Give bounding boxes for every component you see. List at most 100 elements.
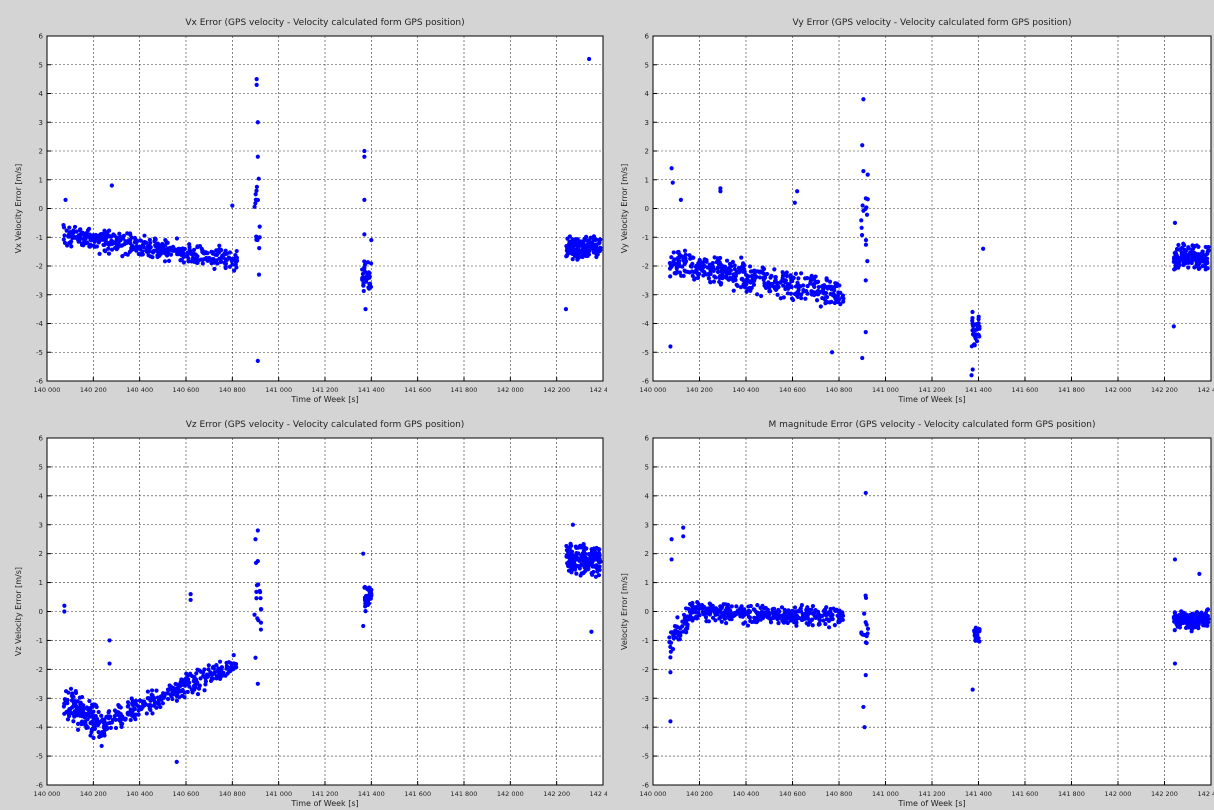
y-tick-label: 6: [645, 435, 650, 443]
data-point: [221, 673, 227, 678]
data-point: [201, 257, 206, 262]
data-point: [759, 613, 764, 618]
data-point: [186, 256, 191, 261]
data-point: [1185, 622, 1190, 628]
data-point: [93, 236, 98, 241]
data-point: [715, 266, 720, 271]
data-point: [92, 239, 97, 244]
x-axis-label: Time of Week [s]: [290, 799, 358, 808]
data-point: [92, 244, 97, 249]
data-point: [1171, 259, 1176, 264]
data-point: [574, 554, 579, 560]
x-tick-label: 142 400: [1198, 386, 1214, 394]
data-point: [797, 284, 802, 289]
y-tick-label: -5: [36, 349, 43, 357]
data-point: [725, 270, 731, 275]
data-point: [687, 270, 692, 275]
data-point: [223, 257, 228, 262]
data-point: [864, 622, 869, 627]
data-point: [815, 280, 820, 285]
y-tick-label: 0: [645, 608, 649, 616]
data-point: [231, 653, 236, 658]
data-point: [1196, 266, 1201, 271]
data-point: [106, 709, 112, 714]
data-point: [865, 197, 870, 202]
data-point: [69, 244, 74, 249]
chart-title: Vx Error (GPS velocity - Velocity calcul…: [185, 18, 464, 28]
y-tick-label: 5: [645, 61, 649, 69]
data-point: [718, 186, 723, 191]
data-point: [569, 243, 574, 248]
data-point: [780, 618, 785, 623]
data-point: [96, 233, 101, 238]
y-tick-label: 6: [645, 33, 650, 41]
data-point: [735, 611, 740, 616]
x-tick-label: 141 200: [919, 790, 946, 798]
data-point: [690, 255, 695, 260]
data-point: [82, 233, 87, 238]
data-point: [668, 344, 673, 349]
data-point: [681, 257, 686, 262]
data-point: [96, 709, 101, 715]
data-point: [175, 692, 180, 697]
x-tick-label: 142 000: [497, 386, 524, 394]
data-point: [712, 255, 717, 260]
data-point: [836, 620, 841, 625]
data-point: [977, 326, 982, 331]
data-point: [258, 596, 263, 601]
data-point: [672, 261, 678, 267]
x-tick-label: 142 400: [590, 790, 617, 798]
data-point: [62, 233, 67, 238]
data-point: [677, 252, 682, 257]
data-point: [718, 255, 723, 261]
data-point: [142, 233, 147, 238]
data-point: [253, 537, 258, 542]
data-point: [1179, 245, 1185, 250]
data-point: [190, 690, 195, 695]
data-point: [971, 331, 977, 337]
data-point: [729, 617, 734, 622]
data-point: [200, 249, 205, 255]
data-point: [88, 236, 93, 241]
data-point: [669, 557, 674, 562]
data-point: [863, 593, 868, 598]
data-point: [752, 607, 757, 612]
data-point: [1181, 620, 1186, 626]
data-point: [766, 615, 771, 620]
data-point: [1191, 620, 1196, 625]
data-point: [102, 242, 107, 247]
data-point: [820, 288, 826, 294]
data-point: [144, 711, 149, 716]
data-point: [148, 245, 153, 250]
data-point: [793, 613, 798, 618]
data-point: [863, 242, 869, 247]
data-point: [363, 593, 369, 599]
y-tick-label: 1: [39, 176, 43, 184]
data-point: [1179, 609, 1184, 614]
x-tick-label: 141 800: [451, 790, 478, 798]
data-point: [677, 637, 682, 642]
data-point: [741, 282, 746, 287]
data-point: [128, 709, 133, 715]
data-point: [859, 225, 864, 230]
data-point: [863, 490, 868, 496]
data-point: [696, 606, 702, 612]
data-point: [233, 252, 238, 258]
data-point: [717, 260, 722, 265]
data-point: [969, 373, 974, 378]
data-point: [779, 279, 784, 284]
data-point: [597, 559, 602, 564]
data-point: [162, 694, 167, 699]
data-point: [803, 276, 808, 281]
data-point: [113, 725, 119, 731]
data-point: [727, 261, 733, 267]
data-point: [157, 252, 162, 257]
data-point: [569, 568, 574, 573]
data-point: [103, 725, 109, 730]
data-point: [254, 234, 259, 239]
data-point: [195, 244, 200, 249]
data-point: [114, 237, 119, 242]
data-point: [671, 250, 676, 255]
data-point: [810, 623, 815, 628]
data-point: [688, 264, 693, 269]
